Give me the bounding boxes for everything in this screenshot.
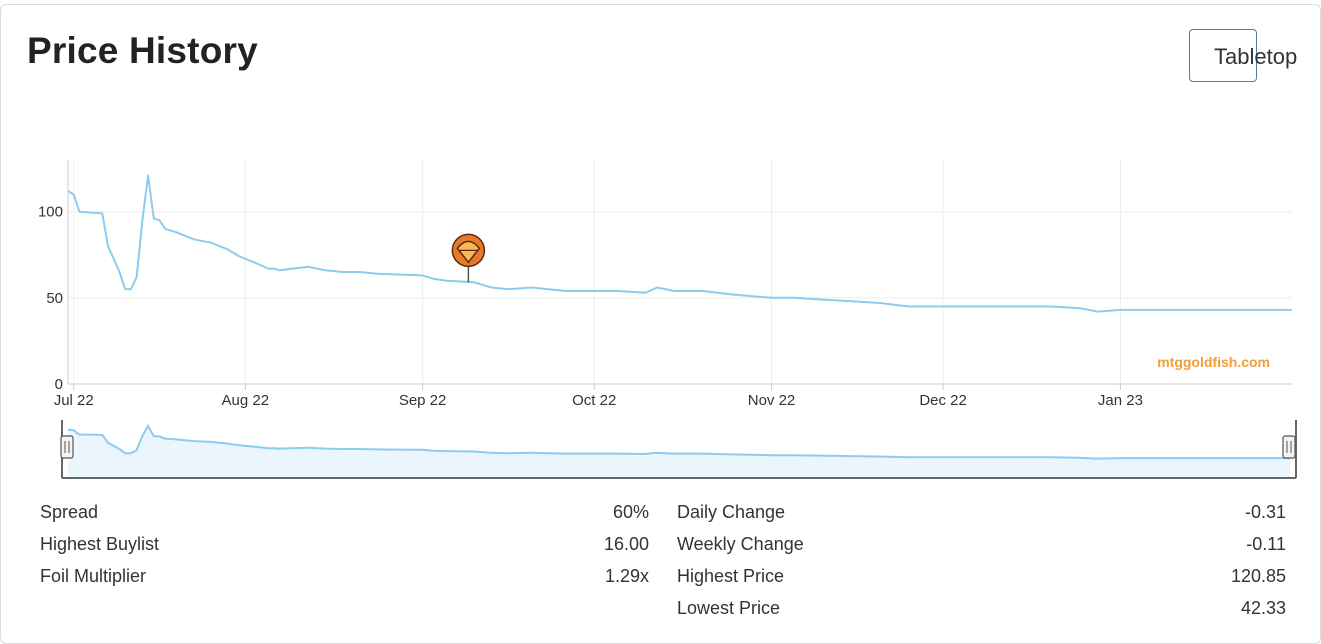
event-markers[interactable] bbox=[451, 233, 486, 283]
x-tick-label: Oct 22 bbox=[572, 392, 616, 409]
stat-label: Foil Multiplier bbox=[40, 566, 147, 586]
stat-label: Lowest Price bbox=[677, 598, 781, 618]
price-series[interactable] bbox=[67, 174, 1292, 313]
stats-left-column: Spread 60% Highest Buylist 16.00 Foil Multip… bbox=[40, 496, 649, 592]
stat-value: 120.85 bbox=[1230, 566, 1286, 586]
stat-row: Foil Multiplier 1.29x bbox=[40, 560, 649, 592]
chart-grid bbox=[68, 160, 1292, 384]
stat-row: Weekly Change -0.11 bbox=[677, 528, 1286, 560]
stat-label: Highest Buylist bbox=[40, 534, 160, 554]
range-navigator[interactable] bbox=[60, 420, 1297, 479]
stat-row: Lowest Price 42.33 bbox=[677, 592, 1286, 624]
chart-axes bbox=[67, 160, 1292, 390]
handle-grip[interactable] bbox=[60, 435, 74, 459]
chart-tick-labels: 0 50 100 Jul 22 Aug 22 Sep 22 Oct 22 Nov 22 Dec … bbox=[38, 204, 1143, 409]
handle-grip[interactable] bbox=[1282, 435, 1296, 459]
x-tick-label: Sep 22 bbox=[399, 392, 447, 409]
stats-right-column: Daily Change -0.31 Weekly Change -0.11 Highe… bbox=[677, 496, 1286, 624]
price-line[interactable] bbox=[67, 174, 1292, 313]
stat-value: 1.29x bbox=[604, 566, 649, 586]
marker-emblem bbox=[456, 240, 481, 264]
stat-label: Highest Price bbox=[677, 566, 785, 586]
navigator-line bbox=[67, 423, 1290, 460]
stat-value: -0.11 bbox=[1246, 534, 1286, 554]
tabletop-format-button[interactable] bbox=[1189, 29, 1257, 82]
price-history-card bbox=[0, 4, 1321, 644]
stat-value: 60% bbox=[612, 502, 649, 522]
stat-row: Highest Price 120.85 bbox=[677, 560, 1286, 592]
navigator-area bbox=[68, 425, 1290, 478]
stat-value: 42.33 bbox=[1240, 598, 1286, 618]
stat-value: 16.00 bbox=[603, 534, 649, 554]
stat-row: Spread 60% bbox=[40, 496, 649, 528]
x-tick-label: Dec 22 bbox=[919, 392, 967, 409]
page-title: Price History bbox=[27, 30, 258, 71]
stat-label: Daily Change bbox=[677, 502, 786, 522]
stat-row: Highest Buylist 16.00 bbox=[40, 528, 649, 560]
stat-label: Spread bbox=[40, 502, 99, 522]
x-tick-label: Jan 23 bbox=[1098, 392, 1143, 409]
navigator-left-handle[interactable] bbox=[60, 435, 74, 459]
price-chart[interactable]: mtggoldfish.com 0 50 100 Jul 22 Aug 22 Sep 22… bbox=[0, 0, 1321, 490]
watermark: mtggoldfish.com bbox=[1157, 354, 1270, 370]
x-tick-label: Jul 22 bbox=[54, 392, 94, 409]
set-release-marker-icon[interactable] bbox=[451, 233, 486, 283]
y-tick-label: 100 bbox=[38, 204, 63, 221]
navigator-right-handle[interactable] bbox=[1282, 435, 1296, 459]
stat-label: Weekly Change bbox=[677, 534, 804, 554]
x-tick-label: Aug 22 bbox=[222, 392, 270, 409]
stat-value: -0.31 bbox=[1244, 502, 1286, 522]
y-tick-label: 0 bbox=[55, 376, 63, 393]
stat-row: Daily Change -0.31 bbox=[677, 496, 1286, 528]
y-tick-label: 50 bbox=[46, 290, 63, 307]
x-tick-label: Nov 22 bbox=[748, 392, 796, 409]
